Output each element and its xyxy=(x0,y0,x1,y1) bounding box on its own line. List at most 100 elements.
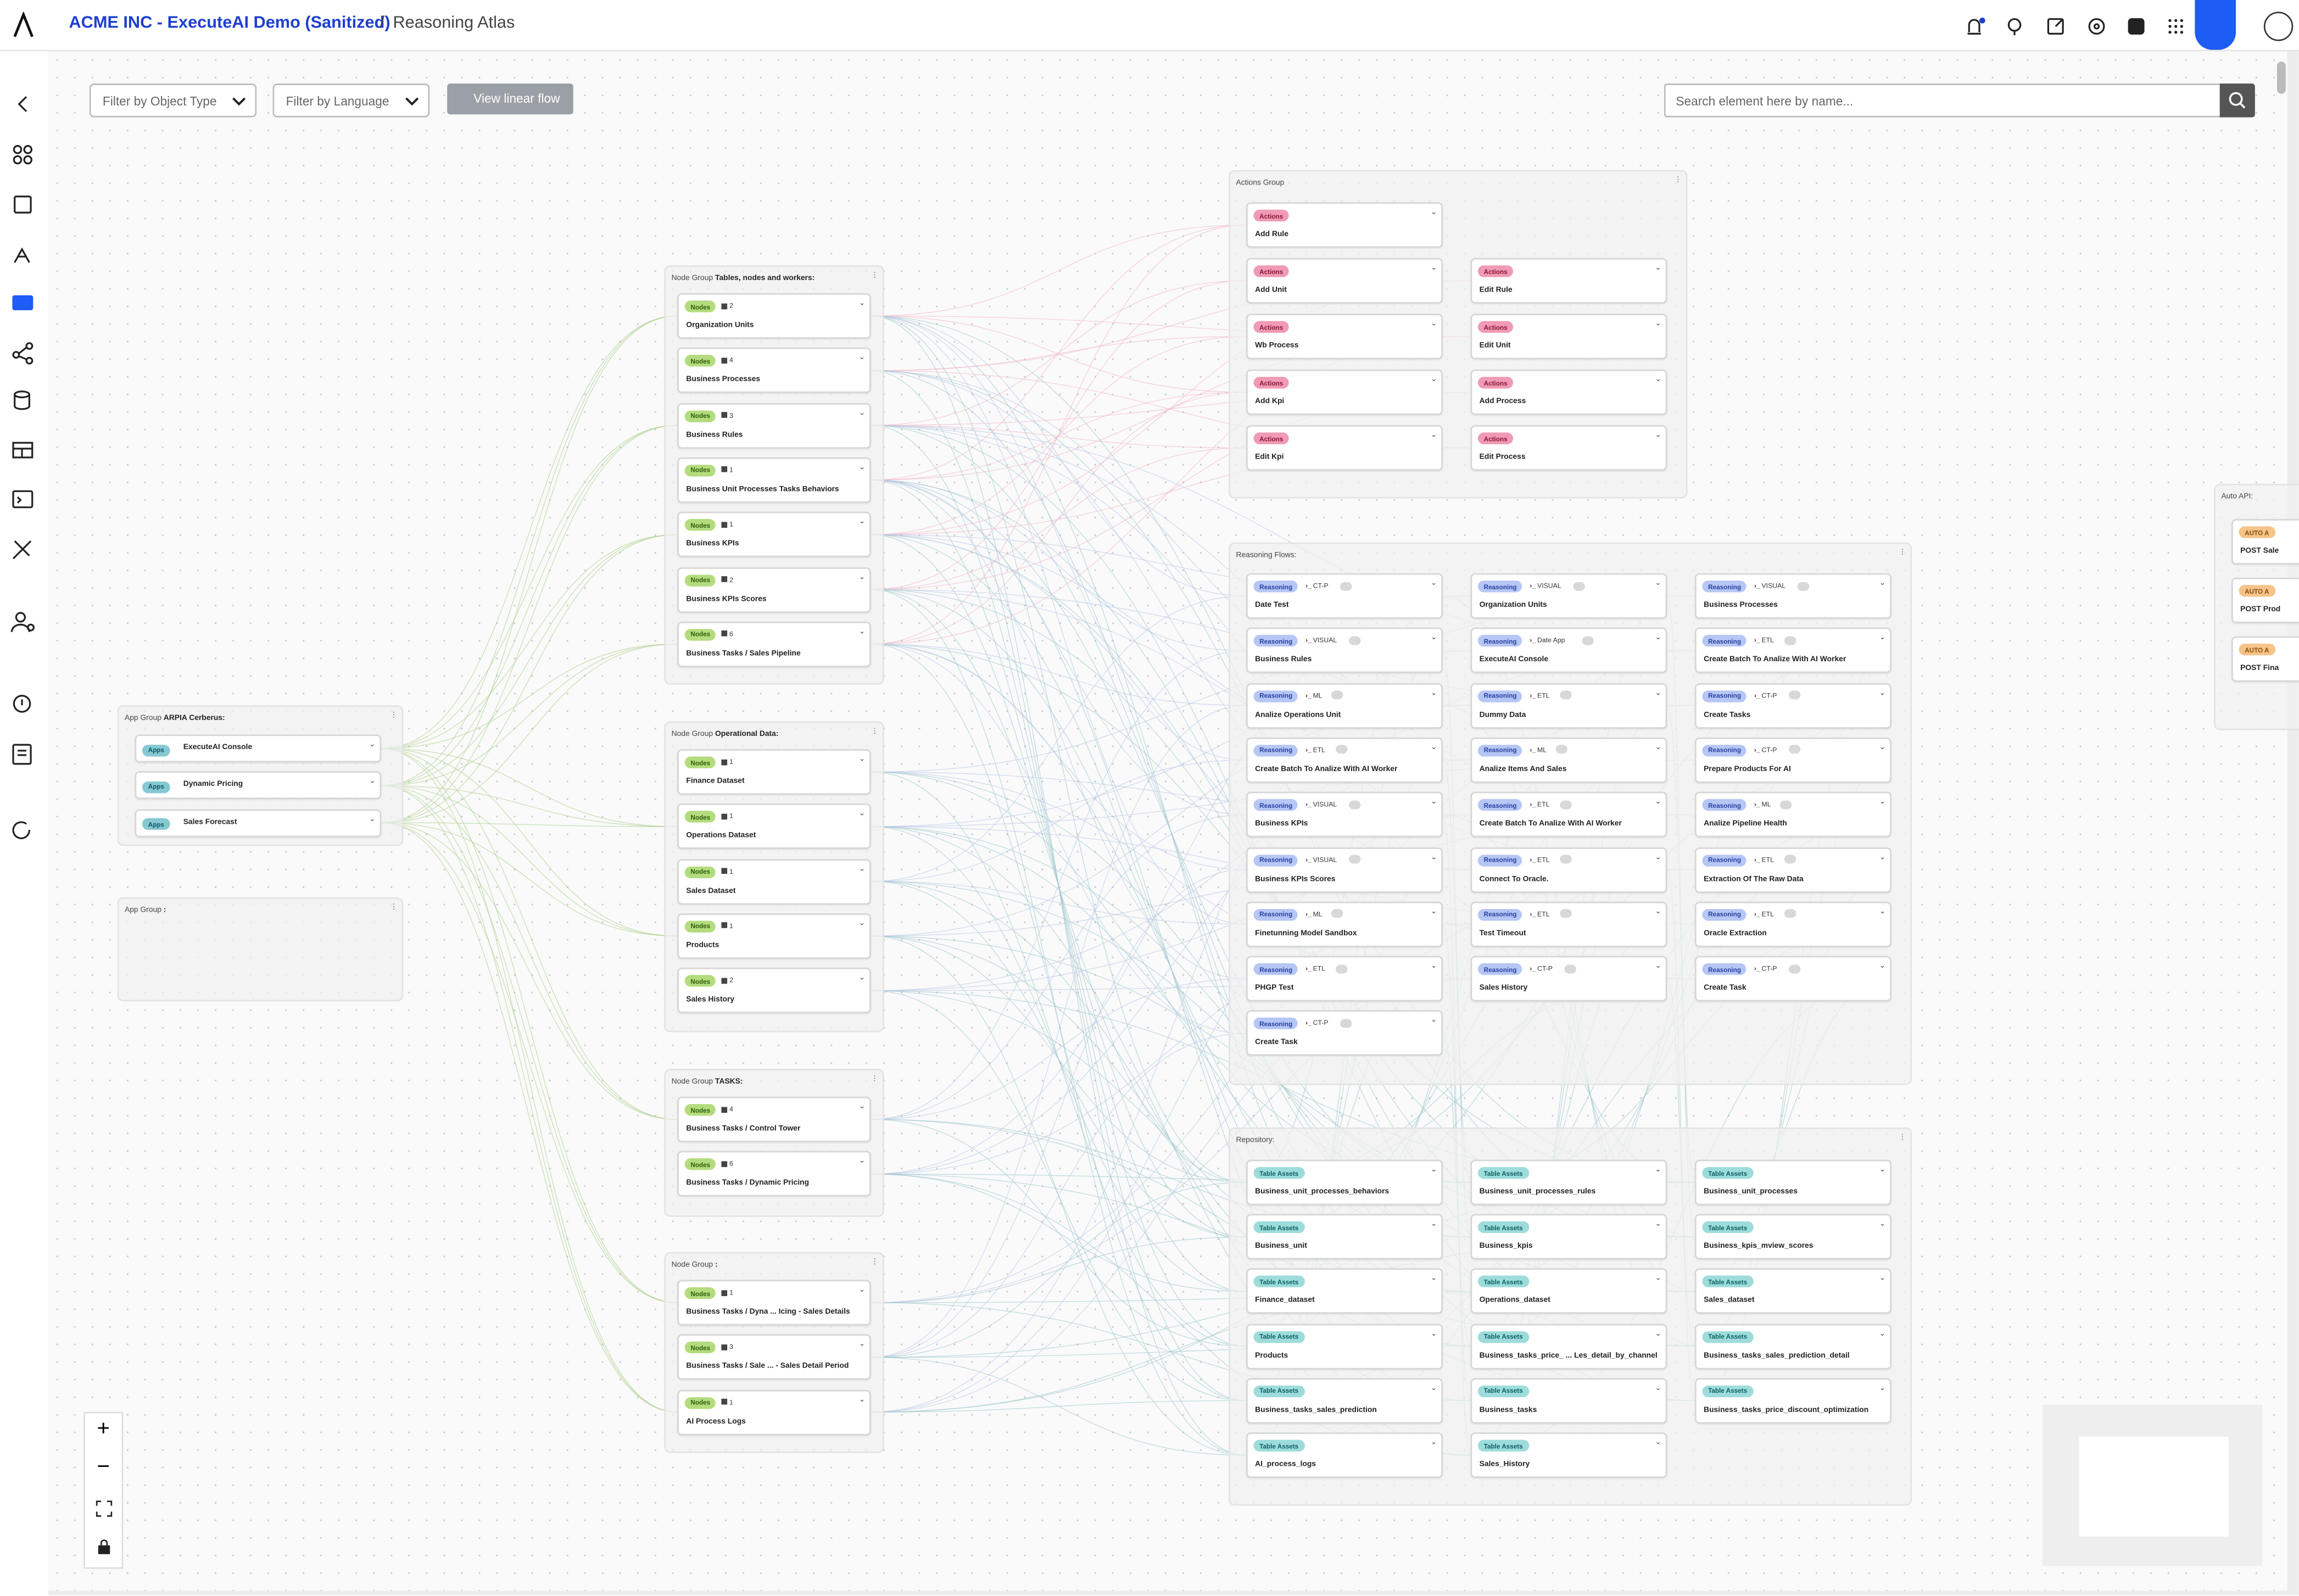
node-card[interactable]: Nodes 1 Products ⌄ xyxy=(677,913,871,959)
node-card[interactable]: Reasoning ›_ CT-P Create Tasks ⌄ xyxy=(1695,682,1891,728)
node-menu[interactable]: ⌄ xyxy=(1655,264,1661,273)
node-card[interactable]: Nodes 2 Business KPIs Scores ⌄ xyxy=(677,566,871,612)
node-menu[interactable]: ⌄ xyxy=(1430,1165,1437,1175)
node-menu[interactable]: ⌄ xyxy=(1655,852,1661,862)
node-card[interactable]: Table Assets Finance_dataset ⌄ xyxy=(1246,1269,1443,1315)
node-menu[interactable]: ⌄ xyxy=(1879,1220,1886,1229)
node-menu[interactable]: ⌄ xyxy=(858,408,866,417)
node-card[interactable]: Actions Wb Process ⌄ xyxy=(1246,314,1443,360)
node-card[interactable]: Table Assets Sales_dataset ⌄ xyxy=(1695,1269,1891,1315)
node-card[interactable]: Actions Add Process ⌄ xyxy=(1470,369,1667,415)
node-menu[interactable]: ⌄ xyxy=(858,1286,866,1295)
node-card[interactable]: Apps Sales Forecast ⌄ xyxy=(135,808,382,837)
group-menu[interactable]: ⋮ xyxy=(871,727,879,736)
node-menu[interactable]: ⌄ xyxy=(1655,1165,1661,1175)
node-menu[interactable]: ⌄ xyxy=(1879,1329,1886,1338)
group-menu[interactable]: ⋮ xyxy=(1899,1133,1906,1142)
node-card[interactable]: Reasoning ›_ ETL Connect To Oracle. ⌄ xyxy=(1470,846,1667,892)
node-card[interactable]: Reasoning ›_ CT-P Create Task ⌄ xyxy=(1246,1011,1443,1057)
node-menu[interactable]: ⌄ xyxy=(1430,1438,1437,1447)
node-menu[interactable]: ⌄ xyxy=(1430,375,1437,384)
node-card[interactable]: Table Assets Business_tasks_sales_predict… xyxy=(1695,1323,1891,1369)
zoom-in[interactable]: + xyxy=(97,1416,110,1442)
node-card[interactable]: Apps ExecuteAI Console ⌄ xyxy=(135,734,382,763)
node-card[interactable]: Nodes 3 Business Rules ⌄ xyxy=(677,403,871,448)
node-menu[interactable]: ⌄ xyxy=(858,755,866,764)
node-menu[interactable]: ⌄ xyxy=(858,299,866,308)
node-menu[interactable]: ⌄ xyxy=(858,627,866,637)
group-menu[interactable]: ⋮ xyxy=(1674,176,1682,185)
node-card[interactable]: Table Assets Business_unit_processes ⌄ xyxy=(1695,1159,1891,1206)
node-card[interactable]: Table Assets Business_tasks_price_ ... Le… xyxy=(1470,1323,1667,1369)
node-menu[interactable]: ⌄ xyxy=(1655,1274,1661,1284)
node-menu[interactable]: ⌄ xyxy=(1655,743,1661,752)
node-card[interactable]: Nodes 2 Organization Units ⌄ xyxy=(677,293,871,339)
node-card[interactable]: Actions Edit Process ⌄ xyxy=(1470,425,1667,471)
node-card[interactable]: Actions Edit Rule ⌄ xyxy=(1470,258,1667,304)
node-card[interactable]: Reasoning ›_ ETL Create Batch To Analize Wi… xyxy=(1470,792,1667,838)
node-card[interactable]: Reasoning ›_ VISUAL Business Processes ⌄ xyxy=(1695,573,1891,619)
node-menu[interactable]: ⌄ xyxy=(1430,431,1437,440)
node-menu[interactable]: ⌄ xyxy=(1430,852,1437,862)
node-card[interactable]: Nodes 1 Business Tasks / Dyna ... Icing - … xyxy=(677,1280,871,1326)
node-menu[interactable]: ⌄ xyxy=(369,740,376,750)
node-card[interactable]: Nodes 1 Operations Dataset ⌄ xyxy=(677,803,871,850)
user-button[interactable] xyxy=(2195,0,2236,50)
node-card[interactable]: Reasoning ›_ ETL Test Timeout ⌄ xyxy=(1470,901,1667,947)
node-menu[interactable]: ⌄ xyxy=(1430,319,1437,328)
minimap[interactable] xyxy=(2042,1404,2263,1566)
node-menu[interactable]: ⌄ xyxy=(1430,1383,1437,1393)
node-menu[interactable]: ⌄ xyxy=(1655,579,1661,588)
node-card[interactable]: Reasoning ›_ CT-P Date Test ⌄ xyxy=(1246,573,1443,619)
node-card[interactable]: Reasoning ›_ ETL Oracle Extraction ⌄ xyxy=(1695,901,1891,947)
node-menu[interactable]: ⌄ xyxy=(1655,1438,1661,1447)
node-menu[interactable]: ⌄ xyxy=(1879,1383,1886,1393)
group-menu[interactable]: ⋮ xyxy=(871,1258,879,1267)
node-menu[interactable]: ⌄ xyxy=(1879,962,1886,971)
node-card[interactable]: Nodes 4 Business Tasks / Control Tower ⌄ xyxy=(677,1096,871,1142)
node-card[interactable]: Table Assets Business_tasks_sales_predict… xyxy=(1246,1377,1443,1424)
node-card[interactable]: Reasoning ›_ CT-P Create Task ⌄ xyxy=(1695,956,1891,1002)
node-card[interactable]: Table Assets Operations_dataset ⌄ xyxy=(1470,1269,1667,1315)
avatar[interactable] xyxy=(2263,12,2294,41)
node-menu[interactable]: ⌄ xyxy=(1655,907,1661,916)
node-menu[interactable]: ⌄ xyxy=(1430,797,1437,807)
node-card[interactable]: Table Assets Business_unit ⌄ xyxy=(1246,1214,1443,1260)
node-card[interactable]: Table Assets Business_unit_processes_rule… xyxy=(1470,1159,1667,1206)
node-menu[interactable]: ⌄ xyxy=(1430,634,1437,643)
node-menu[interactable]: ⌄ xyxy=(1430,962,1437,971)
node-menu[interactable]: ⌄ xyxy=(1655,634,1661,643)
node-card[interactable]: Reasoning ›_ ML Analize Pipeline Health ⌄ xyxy=(1695,792,1891,838)
search-button[interactable] xyxy=(2219,83,2255,118)
filter-dropdown[interactable]: Filter by Language xyxy=(272,83,430,118)
node-menu[interactable]: ⌄ xyxy=(1879,634,1886,643)
node-card[interactable]: Reasoning ›_ CT-P Prepare Products For AI ⌄ xyxy=(1695,737,1891,783)
node-menu[interactable]: ⌄ xyxy=(858,1395,866,1404)
node-card[interactable]: Nodes 1 Sales Dataset ⌄ xyxy=(677,858,871,905)
node-card[interactable]: Nodes 1 AI Process Logs ⌄ xyxy=(677,1389,871,1435)
node-menu[interactable]: ⌄ xyxy=(1655,688,1661,697)
node-card[interactable]: Actions Edit Kpi ⌄ xyxy=(1246,425,1443,471)
node-menu[interactable]: ⌄ xyxy=(1430,1017,1437,1026)
node-menu[interactable]: ⌄ xyxy=(858,1157,866,1167)
node-menu[interactable]: ⌄ xyxy=(1655,1383,1661,1393)
group-menu[interactable]: ⋮ xyxy=(871,1074,879,1084)
node-menu[interactable]: ⌄ xyxy=(1430,264,1437,273)
node-card[interactable]: Reasoning ›_ ETL Dummy Data ⌄ xyxy=(1470,682,1667,728)
group-menu[interactable]: ⋮ xyxy=(871,271,879,280)
node-menu[interactable]: ⌄ xyxy=(1879,797,1886,807)
node-menu[interactable]: ⌄ xyxy=(1430,1329,1437,1338)
node-menu[interactable]: ⌄ xyxy=(1879,1274,1886,1284)
node-menu[interactable]: ⌄ xyxy=(858,810,866,819)
node-menu[interactable]: ⌄ xyxy=(1430,208,1437,217)
node-card[interactable]: Table Assets Business_unit_processes_beha… xyxy=(1246,1159,1443,1206)
node-menu[interactable]: ⌄ xyxy=(1655,431,1661,440)
node-card[interactable]: Actions Add Unit ⌄ xyxy=(1246,258,1443,304)
node-card[interactable]: Actions Add Rule ⌄ xyxy=(1246,202,1443,248)
node-card[interactable]: Reasoning ›_ VISUAL Organization Units ⌄ xyxy=(1470,573,1667,619)
group-menu[interactable]: ⋮ xyxy=(1899,548,1906,557)
node-card[interactable]: Table Assets Business_kpis_mview_scores ⌄ xyxy=(1695,1214,1891,1260)
node-menu[interactable]: ⌄ xyxy=(1879,1165,1886,1175)
group-menu[interactable]: ⋮ xyxy=(390,711,398,720)
